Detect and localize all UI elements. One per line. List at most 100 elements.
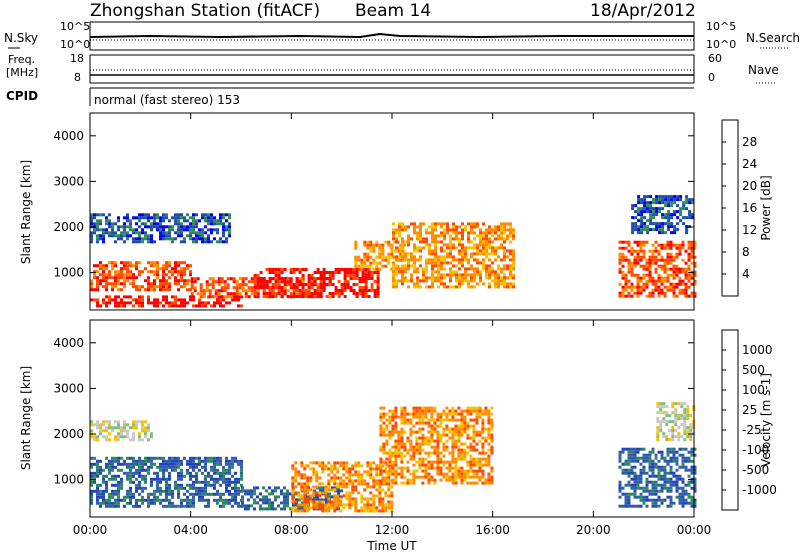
power-cell bbox=[470, 279, 473, 283]
power-cell bbox=[419, 258, 422, 262]
velocity-cell bbox=[469, 481, 473, 485]
power-cell bbox=[627, 291, 631, 295]
power-cell bbox=[494, 225, 497, 229]
velocity-cell bbox=[312, 485, 316, 489]
velocity-cell bbox=[312, 500, 316, 504]
velocity-cell bbox=[262, 495, 265, 499]
power-cell bbox=[114, 282, 117, 286]
power-cell bbox=[649, 210, 653, 214]
power-cell bbox=[147, 237, 150, 241]
power-cell bbox=[512, 276, 515, 280]
power-cell bbox=[621, 285, 625, 289]
power-cell bbox=[431, 261, 434, 265]
velocity-cell bbox=[445, 406, 449, 410]
velocity-cell bbox=[487, 433, 491, 437]
power-cell bbox=[349, 289, 353, 292]
velocity-cell bbox=[403, 430, 407, 434]
power-cell bbox=[479, 273, 482, 277]
velocity-cell bbox=[90, 498, 93, 502]
power-cell bbox=[661, 213, 665, 217]
velocity-cell bbox=[430, 460, 434, 464]
power-cell bbox=[256, 283, 260, 286]
velocity-cell bbox=[126, 465, 129, 469]
velocity-cell bbox=[421, 433, 425, 437]
velocity-cell bbox=[96, 462, 99, 466]
velocity-cell bbox=[247, 498, 250, 502]
power-cell bbox=[657, 288, 661, 292]
velocity-cell bbox=[466, 424, 470, 428]
velocity-cell bbox=[204, 456, 207, 460]
velocity-cell bbox=[388, 448, 392, 452]
power-cell bbox=[663, 261, 667, 265]
power-cell bbox=[364, 277, 368, 280]
velocity-cell bbox=[180, 486, 183, 490]
power-cell bbox=[138, 225, 141, 229]
velocity-cell bbox=[240, 474, 243, 478]
power-cell bbox=[328, 274, 332, 277]
power-cell bbox=[322, 286, 326, 289]
power-cell bbox=[398, 255, 401, 259]
velocity-cell bbox=[297, 491, 301, 495]
velocity-cell bbox=[321, 461, 325, 465]
velocity-cell bbox=[313, 498, 316, 502]
power-cell bbox=[313, 271, 317, 274]
power-cell bbox=[458, 237, 461, 241]
power-cell bbox=[473, 273, 476, 277]
power-cell bbox=[631, 231, 635, 235]
velocity-cell bbox=[400, 412, 404, 416]
power-cell bbox=[189, 228, 192, 232]
power-cell bbox=[235, 283, 239, 287]
power-cell bbox=[512, 261, 515, 265]
velocity-cell bbox=[481, 430, 485, 434]
power-cell bbox=[476, 234, 479, 238]
power-cell bbox=[630, 264, 634, 268]
velocity-cell bbox=[693, 489, 697, 493]
power-cell bbox=[210, 222, 213, 226]
velocity-cell bbox=[418, 451, 422, 455]
velocity-cell bbox=[651, 474, 655, 478]
velocity-cell bbox=[165, 477, 168, 481]
power-cell bbox=[114, 304, 117, 308]
cpid-value: normal (fast stereo) 153 bbox=[94, 93, 240, 107]
velocity-cell bbox=[126, 432, 129, 436]
velocity-cell bbox=[406, 451, 410, 455]
velocity-cell bbox=[469, 412, 473, 416]
power-cell bbox=[316, 292, 320, 295]
velocity-cell bbox=[186, 495, 189, 499]
velocity-cell bbox=[306, 500, 310, 504]
power-cell bbox=[180, 273, 183, 277]
velocity-cell bbox=[96, 495, 99, 499]
velocity-cell bbox=[654, 486, 658, 490]
power-cell bbox=[352, 268, 356, 271]
velocity-cell bbox=[379, 424, 383, 428]
power-cell bbox=[491, 267, 494, 271]
velocity-cell bbox=[330, 500, 334, 504]
velocity-cell bbox=[342, 485, 346, 489]
velocity-cell bbox=[123, 435, 126, 439]
power-cell bbox=[102, 267, 105, 271]
power-cell bbox=[404, 270, 407, 274]
velocity-cell bbox=[289, 492, 292, 496]
power-cell bbox=[639, 249, 643, 253]
power-cell bbox=[404, 279, 407, 283]
power-cell bbox=[637, 207, 641, 211]
velocity-cell bbox=[630, 468, 634, 472]
power-cell bbox=[437, 273, 440, 277]
velocity-cell bbox=[463, 427, 467, 431]
velocity-cell bbox=[201, 480, 204, 484]
power-cell bbox=[640, 216, 644, 220]
power-cell bbox=[105, 285, 108, 289]
power-cell bbox=[479, 279, 482, 283]
power-cell bbox=[108, 298, 111, 302]
velocity-cell bbox=[454, 418, 458, 422]
power-cell bbox=[189, 216, 192, 220]
power-cell bbox=[117, 288, 120, 292]
velocity-cell bbox=[454, 457, 458, 461]
velocity-cell bbox=[318, 491, 322, 495]
power-cell bbox=[183, 267, 186, 271]
velocity-cell bbox=[445, 439, 449, 443]
velocity-cell bbox=[99, 501, 102, 505]
power-cell bbox=[268, 271, 272, 274]
velocity-cell bbox=[111, 489, 114, 493]
power-cell bbox=[363, 261, 367, 265]
